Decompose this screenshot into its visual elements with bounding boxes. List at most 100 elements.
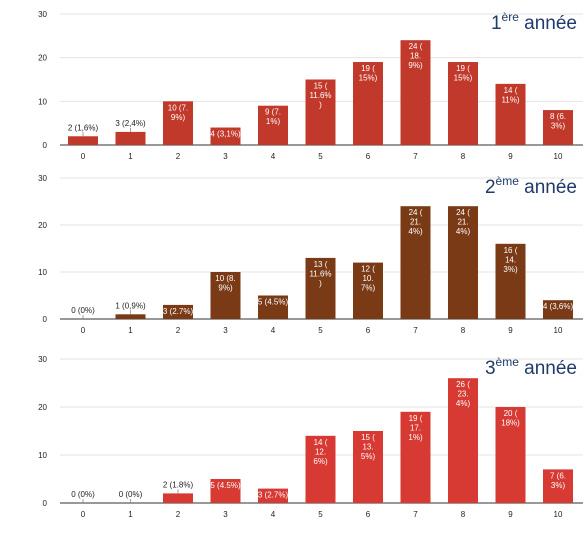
bar (400, 40, 431, 146)
x-tick-label: 5 (318, 510, 323, 519)
x-tick-label: 2 (176, 326, 181, 335)
bar (400, 206, 431, 319)
data-label: 0 (0%) (71, 490, 95, 499)
x-tick-label: 0 (81, 152, 86, 161)
x-tick-label: 7 (413, 326, 418, 335)
data-label: 5 (4.5%) (210, 481, 241, 490)
bar (210, 479, 241, 503)
bar (305, 79, 336, 145)
x-tick-label: 9 (508, 326, 513, 335)
bar (163, 493, 193, 503)
x-tick-label: 10 (554, 326, 563, 335)
bar (543, 469, 573, 503)
y-tick-label: 20 (38, 54, 47, 63)
x-tick-label: 6 (366, 152, 371, 161)
chart-title: 3ème année (485, 355, 577, 379)
bar (353, 262, 383, 319)
bar (448, 378, 478, 503)
x-tick-label: 4 (271, 326, 276, 335)
data-label: 19 (15%) (359, 64, 378, 83)
x-tick-label: 9 (508, 152, 513, 161)
x-tick-label: 10 (554, 152, 563, 161)
x-tick-label: 7 (413, 152, 418, 161)
x-tick-label: 0 (81, 510, 86, 519)
bar (543, 110, 573, 145)
data-label: 19 (17. 1%) (408, 414, 423, 442)
bar (495, 407, 526, 503)
bar (210, 272, 241, 319)
bar (353, 62, 383, 145)
bar (305, 257, 336, 319)
x-tick-label: 1 (128, 510, 133, 519)
y-tick-label: 30 (38, 355, 47, 364)
data-label: 7 (6. 3%) (550, 471, 566, 490)
x-tick-label: 5 (318, 326, 323, 335)
data-label: 16 (14. 3%) (503, 246, 518, 274)
chart-panel-1: 0 10 20 30 1ère année 0 2 (1,6%) 1 3 (2,4%) 2 10 (… (38, 10, 583, 161)
data-label: 10 (8. 9%) (215, 274, 235, 293)
x-tick-label: 8 (461, 326, 466, 335)
data-label: 3 (2,4%) (115, 119, 146, 128)
bar (163, 101, 193, 145)
x-tick-label: 10 (554, 510, 563, 519)
data-label: 13 (11.6%) (309, 260, 331, 288)
x-tick-label: 4 (271, 510, 276, 519)
bar (543, 300, 573, 319)
y-tick-label: 0 (43, 499, 48, 508)
bar (495, 83, 526, 145)
data-label: 2 (1.8%) (163, 480, 194, 489)
data-label: 15 (13. 5%) (361, 433, 376, 461)
chart-title: 2ème année (485, 174, 577, 198)
data-label: 12 (10. 7%) (361, 265, 376, 293)
y-tick-label: 10 (38, 451, 47, 460)
y-tick-label: 10 (38, 268, 47, 277)
x-tick-label: 4 (271, 152, 276, 161)
x-tick-label: 3 (223, 326, 228, 335)
bar (115, 131, 146, 145)
data-label: 3 (2.7%) (258, 491, 289, 500)
data-label: 8 (6. 3%) (550, 112, 566, 131)
bar (258, 295, 288, 319)
x-tick-label: 1 (128, 152, 133, 161)
x-tick-label: 2 (176, 510, 181, 519)
x-tick-label: 5 (318, 152, 323, 161)
chart-panel-3: 0 10 20 30 3ème année 0 0 (0%) 1 0 (0%) 2 2 (1.8%)… (38, 355, 583, 519)
x-tick-label: 7 (413, 510, 418, 519)
chart-title: 1ère année (491, 10, 577, 34)
data-label: 24 (21. 4%) (408, 208, 423, 236)
chart-panel-2: 0 10 20 30 2ème année 0 0 (0%) 1 1 (0,9%) 2 3 (2.7… (38, 174, 583, 335)
y-tick-label: 0 (43, 141, 48, 150)
x-tick-label: 9 (508, 510, 513, 519)
data-label: 5 (4.5%) (258, 298, 289, 307)
data-label: 10 (7. 9%) (168, 103, 188, 122)
bar (400, 411, 431, 503)
data-label: 24 (18. 9%) (408, 42, 423, 70)
bar (353, 431, 383, 503)
y-tick-label: 0 (43, 315, 48, 324)
data-label: 14 (12. 6%) (313, 438, 328, 466)
bar (115, 314, 146, 319)
bar (258, 105, 288, 145)
x-tick-label: 2 (176, 152, 181, 161)
data-label: 14 (11%) (501, 86, 519, 105)
data-label: 0 (0%) (71, 306, 95, 315)
data-label: 15 (11.6%) (309, 82, 331, 110)
x-tick-label: 3 (223, 152, 228, 161)
y-tick-label: 10 (38, 97, 47, 106)
x-tick-label: 1 (128, 326, 133, 335)
y-tick-label: 20 (38, 403, 47, 412)
y-tick-label: 30 (38, 10, 47, 19)
data-label: 1 (0,9%) (115, 301, 146, 310)
x-tick-label: 8 (461, 152, 466, 161)
bar (163, 304, 193, 319)
data-label: 26 (23. 4%) (456, 380, 471, 408)
data-label: 24 (21. 4%) (456, 208, 471, 236)
data-label: 4 (3,1%) (210, 130, 241, 139)
data-label: 19 (15%) (454, 64, 473, 83)
x-tick-label: 8 (461, 510, 466, 519)
bar (68, 136, 98, 145)
data-label: 9 (7. 1%) (265, 108, 281, 127)
data-label: 4 (3,6%) (543, 302, 574, 311)
